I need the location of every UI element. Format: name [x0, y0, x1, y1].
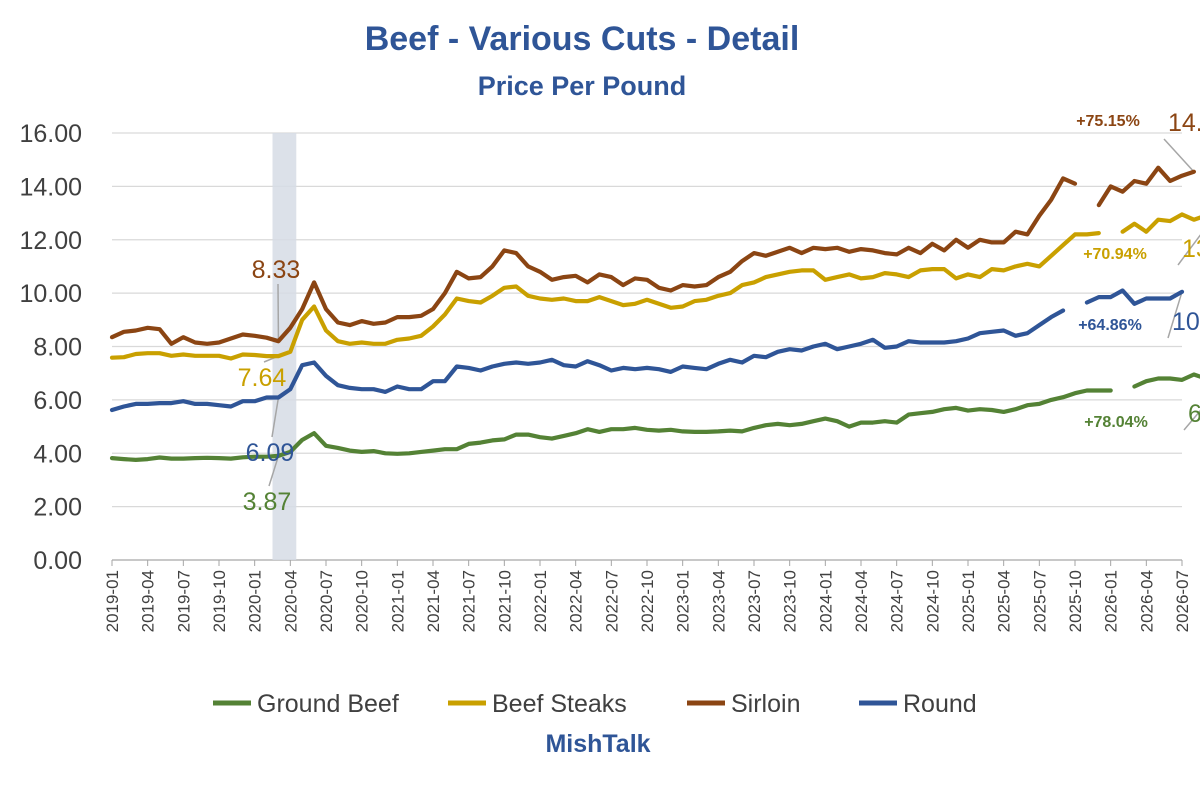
annotation-label: 6.09 [246, 439, 295, 467]
source-label: MishTalk [545, 730, 650, 758]
y-tick-label: 12.00 [19, 227, 82, 255]
legend-label: Beef Steaks [492, 690, 627, 718]
x-tick-label: 2025-01 [959, 570, 978, 632]
legend: Ground Beef Beef Steaks Sirloin Round [213, 690, 977, 718]
legend-label: Round [903, 690, 977, 718]
annotation-label: 10. [1172, 308, 1200, 336]
annotation-leader [1167, 291, 1183, 339]
x-tick-label: 2024-04 [852, 570, 871, 632]
x-tick-label: 2021-07 [460, 570, 479, 632]
chart-title: Beef - Various Cuts - Detail [365, 20, 800, 58]
annotation-label: +78.04% [1084, 414, 1148, 431]
annotation-label: 6 [1188, 400, 1200, 428]
series-line-beef-steaks [109, 212, 1200, 361]
y-axis-ticks: 0.00 2.00 4.00 6.00 8.00 10.00 12.00 14.00 16.00 [19, 120, 82, 575]
x-tick-label: 2020-10 [353, 570, 372, 632]
x-tick-label: 2025-04 [995, 570, 1014, 632]
legend-label: Ground Beef [257, 690, 399, 718]
x-tick-label: 2026-04 [1137, 570, 1156, 632]
annotation-label: 3.87 [243, 488, 292, 516]
x-tick-label: 2021-04 [424, 570, 443, 632]
y-tick-label: 4.00 [33, 440, 82, 468]
series-line-round [109, 288, 1185, 413]
annotation-label: 14. [1168, 109, 1200, 137]
x-tick-label: 2022-07 [602, 570, 621, 632]
annotations: 3.87 +78.04% 6 7.64 +70.94% 13 8.33 +75.15% 14. 6… [238, 109, 1200, 516]
y-tick-label: 14.00 [19, 173, 82, 201]
annotation-leader [1163, 138, 1195, 173]
x-tick-label: 2024-10 [923, 570, 942, 632]
legend-label: Sirloin [731, 690, 800, 718]
x-tick-label: 2024-01 [816, 570, 835, 632]
x-tick-label: 2019-07 [174, 570, 193, 632]
x-tick-label: 2019-04 [139, 570, 158, 632]
x-tick-label: 2025-10 [1066, 570, 1085, 632]
annotation-leader [268, 455, 280, 487]
x-tick-label: 2021-01 [388, 570, 407, 632]
x-tick-label: 2023-04 [709, 570, 728, 632]
y-tick-label: 10.00 [19, 280, 82, 308]
series-line-sirloin [109, 165, 1196, 346]
chart-subtitle: Price Per Pound [478, 71, 687, 101]
annotation-label: +75.15% [1076, 113, 1140, 130]
series-line-ground-beef [109, 372, 1200, 462]
x-tick-label: 2020-07 [317, 570, 336, 632]
annotation-label: +70.94% [1083, 246, 1147, 263]
series-lines [109, 165, 1200, 462]
x-tick-label: 2023-01 [674, 570, 693, 632]
x-tick-label: 2019-01 [103, 570, 122, 632]
x-tick-label: 2025-07 [1030, 570, 1049, 632]
x-tick-label: 2022-01 [531, 570, 550, 632]
x-tick-label: 2022-04 [567, 570, 586, 632]
annotation-label: 7.64 [238, 364, 287, 392]
x-tick-label: 2021-10 [495, 570, 514, 632]
y-tick-label: 0.00 [33, 547, 82, 575]
annotation-label: 8.33 [252, 256, 301, 284]
annotation-label: 13 [1182, 235, 1200, 263]
y-tick-label: 16.00 [19, 120, 82, 148]
y-tick-label: 2.00 [33, 494, 82, 522]
x-tick-label: 2024-07 [888, 570, 907, 632]
x-tick-label: 2023-07 [745, 570, 764, 632]
x-tick-label: 2026-07 [1173, 570, 1192, 632]
x-tick-label: 2026-01 [1102, 570, 1121, 632]
x-tick-label: 2020-01 [246, 570, 265, 632]
annotation-label: +64.86% [1078, 317, 1142, 334]
x-tick-label: 2020-04 [281, 570, 300, 632]
x-tick-label: 2019-10 [210, 570, 229, 632]
annotation-leaders [263, 138, 1200, 487]
annotation-leader [1183, 409, 1200, 431]
y-tick-label: 8.00 [33, 334, 82, 362]
x-axis-ticks: 2019-01 2019-04 2019-07 2019-10 2020-01 2020-… [103, 560, 1192, 632]
y-tick-label: 6.00 [33, 387, 82, 415]
annotation-leader [271, 397, 280, 438]
x-tick-label: 2022-10 [638, 570, 657, 632]
x-tick-label: 2023-10 [781, 570, 800, 632]
annotation-leader [1177, 234, 1200, 266]
